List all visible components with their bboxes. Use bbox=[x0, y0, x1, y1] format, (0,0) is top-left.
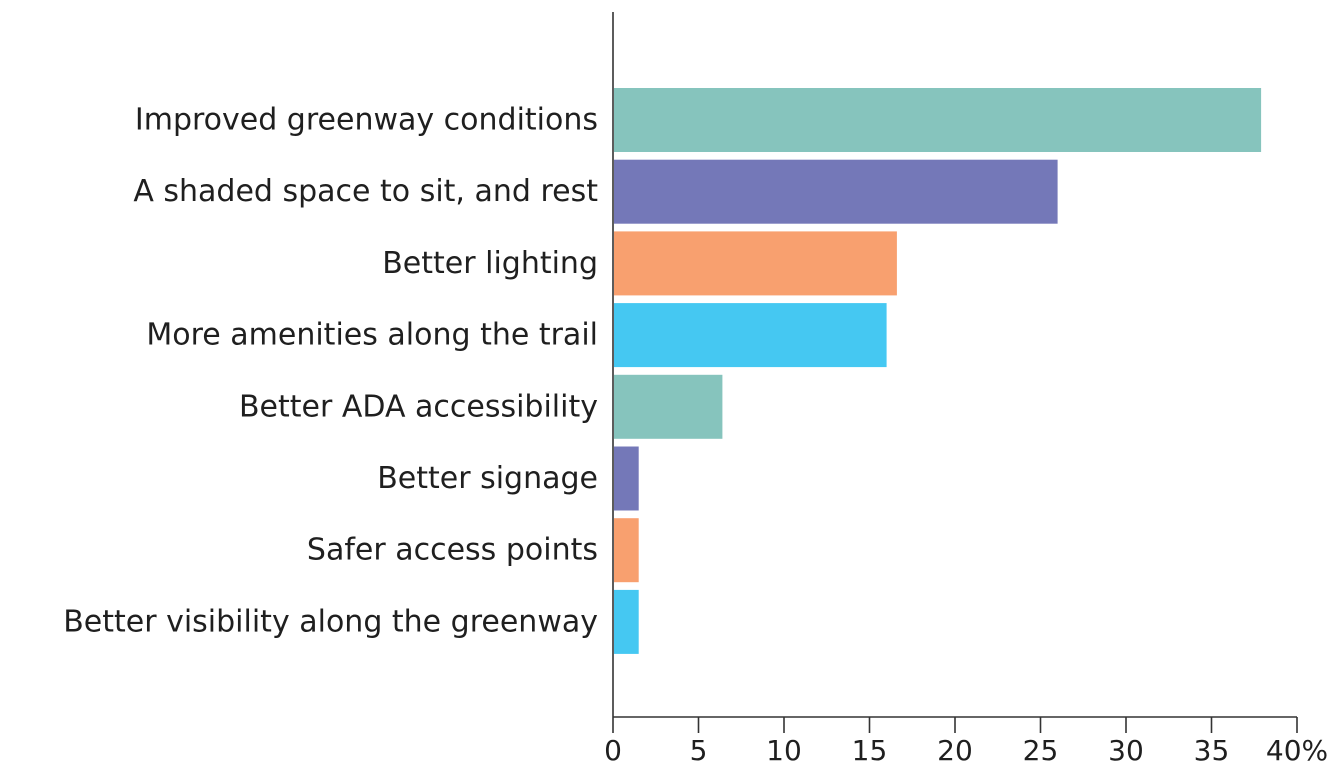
bar-2 bbox=[614, 231, 897, 296]
x-tick-label-8: 40% bbox=[1266, 734, 1328, 767]
bar-7 bbox=[614, 589, 639, 654]
category-label-3: More amenities along the trail bbox=[146, 318, 598, 353]
category-label-0: Improved greenway conditions bbox=[135, 103, 598, 138]
bar-0 bbox=[614, 88, 1262, 152]
bars-group bbox=[614, 88, 1262, 654]
bar-6 bbox=[614, 518, 639, 583]
x-tick-label-3: 15 bbox=[852, 734, 888, 767]
bar-5 bbox=[614, 446, 639, 511]
bar-1 bbox=[614, 159, 1058, 224]
category-label-6: Safer access points bbox=[307, 533, 598, 568]
x-tick-label-5: 25 bbox=[1023, 734, 1059, 767]
category-label-1: A shaded space to sit, and rest bbox=[133, 174, 598, 209]
bar-4 bbox=[614, 374, 723, 439]
x-ticks-group: 0 5 10 15 20 25 30 35 40% bbox=[604, 717, 1328, 767]
x-tick-label-0: 0 bbox=[604, 734, 622, 767]
x-tick-label-7: 35 bbox=[1194, 734, 1230, 767]
x-tick-label-6: 30 bbox=[1108, 734, 1144, 767]
bar-3 bbox=[614, 303, 887, 368]
category-labels-group: Improved greenway conditions A shaded spa… bbox=[63, 103, 598, 640]
x-tick-label-2: 10 bbox=[766, 734, 802, 767]
category-label-2: Better lighting bbox=[382, 246, 598, 281]
x-tick-label-1: 5 bbox=[690, 734, 708, 767]
x-tick-label-4: 20 bbox=[937, 734, 973, 767]
category-label-7: Better visibility along the greenway bbox=[63, 604, 598, 639]
category-label-4: Better ADA accessibility bbox=[239, 389, 598, 424]
category-label-5: Better signage bbox=[377, 461, 598, 496]
